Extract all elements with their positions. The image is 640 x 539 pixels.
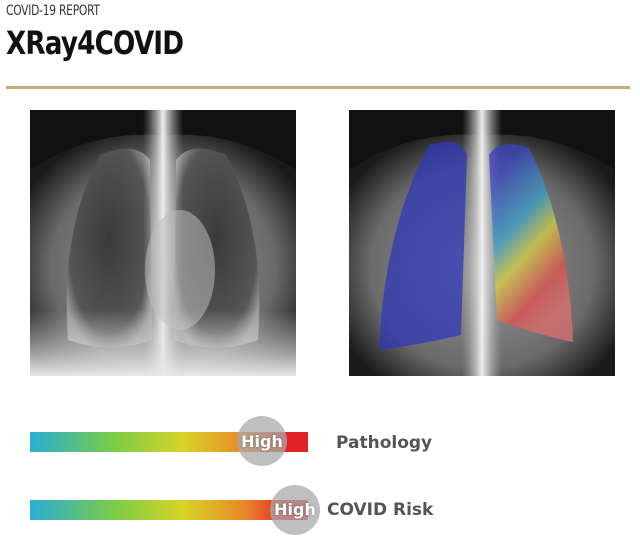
report-title: XRay4COVID: [6, 24, 184, 62]
gauge-label: Pathology: [336, 433, 433, 453]
gauge-marker: [237, 416, 287, 466]
gauge-level: High: [274, 500, 316, 519]
covid-risk-gauge: [30, 500, 308, 520]
heatmap-image: [349, 110, 615, 376]
report-kicker: COVID-19 REPORT: [6, 3, 100, 19]
xray-image: [30, 110, 296, 376]
gauge-level: High: [241, 432, 283, 451]
gauge-label: COVID Risk: [327, 500, 434, 520]
header-rule: [6, 86, 630, 89]
gauge-marker: [270, 485, 320, 535]
